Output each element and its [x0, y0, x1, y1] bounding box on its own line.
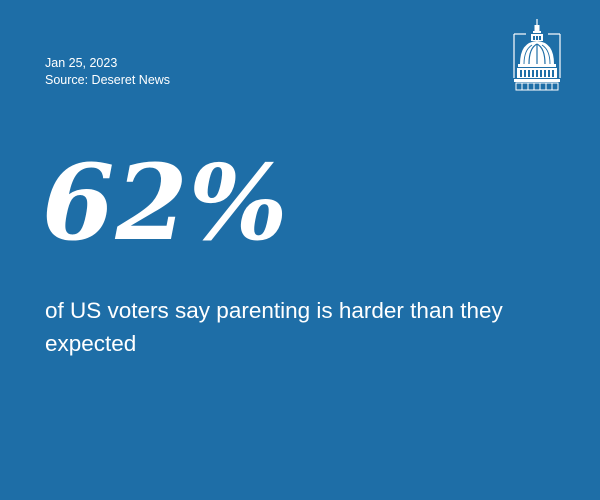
capitol-dome-icon [513, 19, 561, 91]
meta-block: Jan 25, 2023 Source: Deseret News [45, 55, 170, 89]
stat-value: 62% [42, 141, 289, 264]
stat-caption: of US voters say parenting is harder tha… [45, 298, 503, 356]
date-text: Jan 25, 2023 [45, 56, 118, 70]
source-text: Source: Deseret News [45, 73, 171, 87]
